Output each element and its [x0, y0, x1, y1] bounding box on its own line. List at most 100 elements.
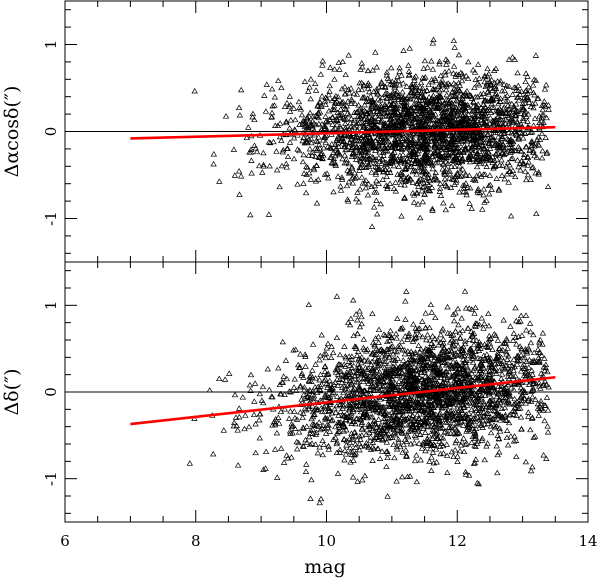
data-point	[375, 180, 382, 186]
data-point	[369, 457, 376, 463]
data-point	[345, 178, 353, 185]
data-point	[477, 91, 484, 97]
data-point	[369, 439, 377, 445]
data-point	[536, 359, 543, 365]
data-point	[292, 116, 299, 123]
data-point	[465, 133, 472, 139]
data-point	[269, 393, 276, 400]
data-point	[463, 88, 471, 94]
data-point	[487, 377, 495, 383]
data-point	[392, 330, 400, 337]
data-point	[341, 159, 348, 166]
data-point	[481, 171, 489, 177]
data-point	[328, 97, 336, 104]
data-point	[386, 169, 394, 175]
data-point	[446, 330, 454, 336]
data-point	[375, 115, 382, 121]
data-point	[409, 168, 417, 175]
data-point	[475, 143, 483, 149]
data-point	[396, 64, 403, 71]
data-point	[541, 402, 548, 408]
data-point	[308, 121, 315, 127]
data-point	[486, 142, 494, 149]
data-point	[337, 187, 345, 193]
data-point	[511, 128, 518, 134]
data-point	[533, 210, 540, 217]
data-point	[421, 362, 429, 369]
data-point	[460, 392, 467, 398]
data-point	[525, 346, 533, 353]
data-point	[348, 451, 356, 457]
data-point	[386, 160, 394, 167]
data-point	[412, 403, 419, 410]
data-point	[452, 104, 460, 110]
data-point	[479, 206, 486, 212]
data-point	[432, 389, 440, 396]
data-point	[354, 478, 361, 484]
data-point	[429, 333, 436, 339]
data-point	[396, 152, 404, 158]
data-point	[534, 95, 541, 101]
data-point	[448, 365, 455, 371]
data-point	[191, 87, 198, 94]
data-point	[314, 102, 322, 108]
data-point	[454, 421, 462, 427]
data-point	[404, 109, 411, 116]
data-point	[348, 175, 356, 181]
data-point	[386, 395, 393, 402]
data-point	[452, 81, 460, 88]
data-point	[384, 493, 391, 499]
data-point	[275, 364, 282, 371]
data-point	[298, 111, 306, 118]
data-point	[378, 346, 385, 352]
data-point	[503, 417, 510, 423]
data-point	[371, 355, 379, 361]
data-point	[478, 139, 486, 145]
data-point	[525, 83, 533, 90]
data-point	[517, 318, 524, 324]
data-point	[473, 320, 481, 326]
data-point	[510, 356, 518, 362]
data-point	[461, 142, 468, 148]
data-point	[465, 111, 472, 117]
data-point	[468, 328, 475, 334]
data-point	[417, 79, 425, 86]
data-point	[484, 154, 491, 160]
data-point	[399, 357, 407, 363]
data-point	[476, 420, 483, 426]
data-point	[347, 85, 355, 91]
data-point	[312, 112, 320, 118]
data-point	[358, 425, 366, 431]
data-point	[330, 188, 337, 195]
data-point	[528, 358, 536, 364]
data-point	[466, 393, 474, 400]
data-point	[435, 371, 443, 377]
data-point	[415, 183, 422, 189]
data-point	[497, 143, 505, 150]
data-point	[350, 117, 358, 123]
data-point	[259, 169, 266, 175]
data-point	[509, 91, 516, 97]
data-point	[468, 399, 476, 406]
data-point	[316, 98, 324, 105]
data-point	[402, 402, 410, 408]
data-point	[538, 114, 545, 121]
data-point	[328, 391, 336, 397]
data-point	[430, 113, 438, 119]
data-point	[446, 175, 453, 181]
data-point	[424, 331, 431, 338]
data-point	[461, 182, 468, 188]
data-point	[386, 423, 394, 430]
data-point	[361, 143, 368, 149]
data-point	[429, 207, 436, 213]
data-point	[491, 157, 498, 163]
data-point	[382, 395, 389, 401]
data-point	[429, 161, 436, 168]
data-point	[389, 403, 397, 409]
data-point	[469, 176, 477, 183]
data-point	[335, 419, 343, 426]
data-point	[448, 146, 456, 152]
data-point	[525, 397, 532, 403]
data-point	[383, 112, 391, 118]
data-point	[382, 89, 390, 96]
